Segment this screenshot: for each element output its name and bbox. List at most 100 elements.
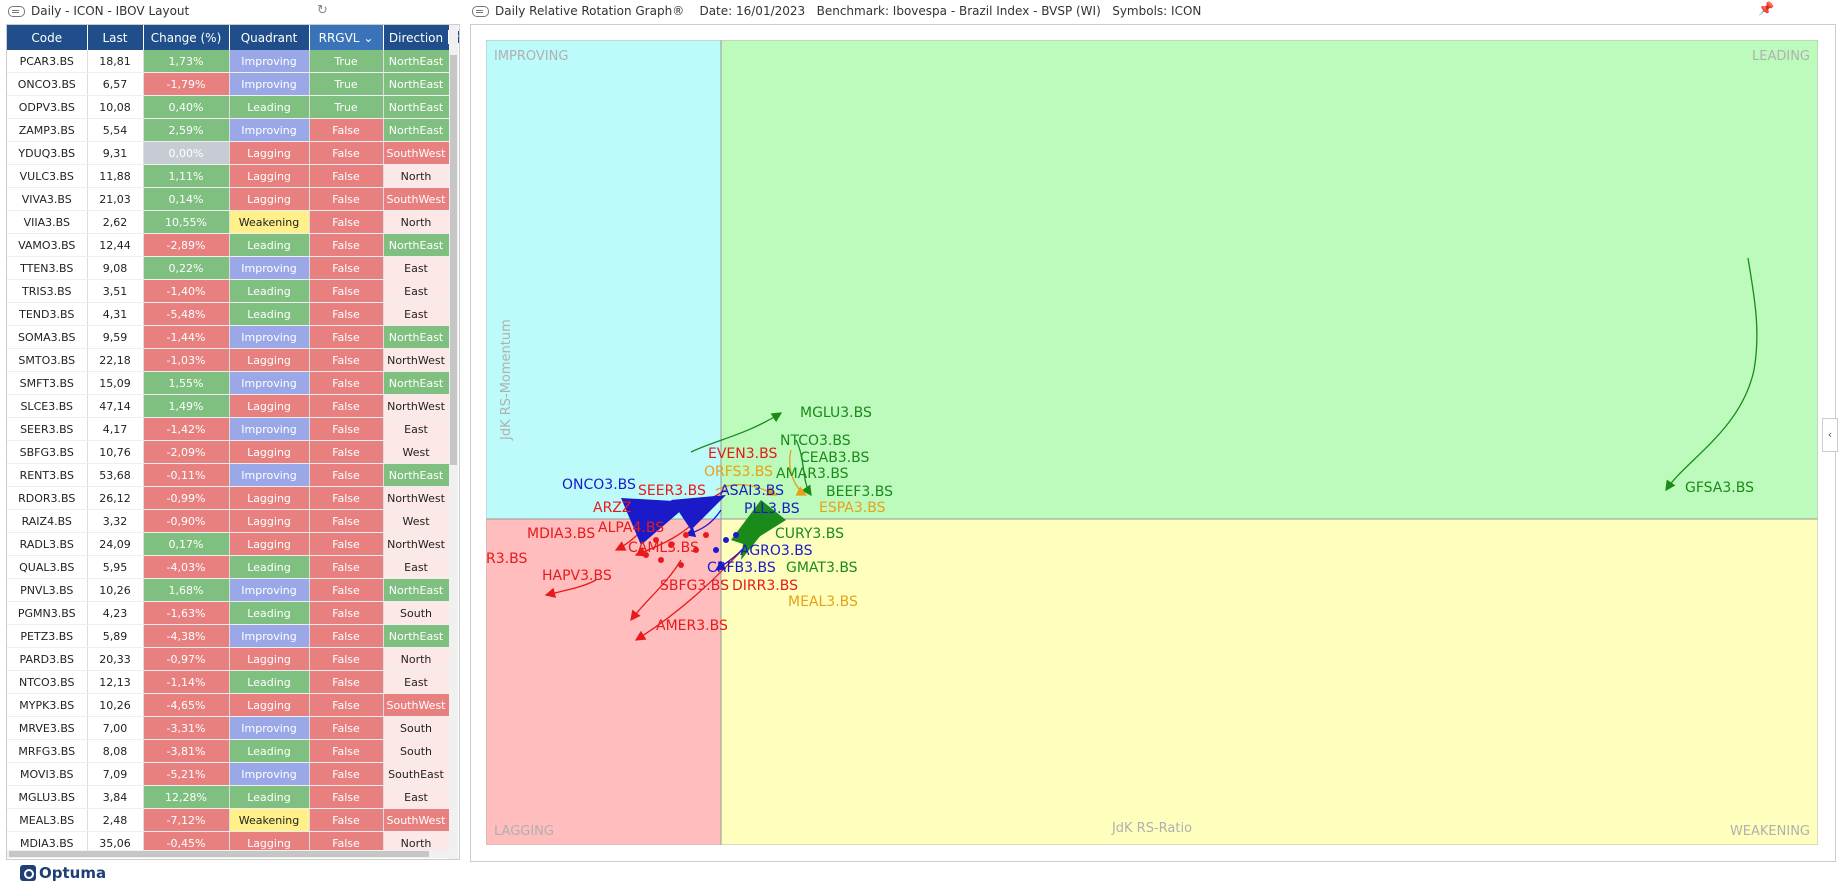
cell-direction: NorthWest	[383, 486, 450, 510]
symbol-label-ntco3[interactable]: NTCO3.BS	[780, 433, 851, 449]
table-row[interactable]: VIVA3.BS 21,03 0,14% Lagging False SouthWest	[7, 187, 450, 211]
cell-quadrant: Lagging	[229, 141, 310, 165]
cell-rrgvl: False	[309, 716, 384, 740]
table-row[interactable]: QUAL3.BS 5,95 -4,03% Leading False East	[7, 555, 450, 579]
table-row[interactable]: PNVL3.BS 10,26 1,68% Improving False NorthEas…	[7, 578, 450, 602]
symbol-label-amar3[interactable]: AMAR3.BS	[776, 466, 849, 482]
symbol-label-gmat3[interactable]: GMAT3.BS	[786, 560, 858, 576]
symbol-label-onco3[interactable]: ONCO3.BS	[562, 477, 636, 493]
cell-rrgvl: False	[309, 463, 384, 487]
right-panel-title: Daily Relative Rotation Graph® Date: 16/…	[495, 4, 1202, 18]
table-row[interactable]: RAIZ4.BS 3,32 -0,90% Lagging False West	[7, 509, 450, 533]
symbol-label-alpa4[interactable]: ALPA4.BS	[598, 520, 664, 536]
symbol-label-agro3[interactable]: AGRO3.BS	[740, 543, 813, 559]
table-row[interactable]: TEND3.BS 4,31 -5,48% Leading False East	[7, 302, 450, 326]
symbol-label-dirr3[interactable]: DIRR3.BS	[732, 578, 798, 594]
cell-last: 5,89	[87, 624, 144, 648]
symbol-label-hapv3[interactable]: HAPV3.BS	[542, 568, 612, 584]
col-header-direction[interactable]: Direction	[383, 25, 450, 50]
table-row[interactable]: SMTO3.BS 22,18 -1,03% Lagging False NorthWest	[7, 348, 450, 372]
table-row[interactable]: SBFG3.BS 10,76 -2,09% Lagging False West	[7, 440, 450, 464]
cluster-mark	[713, 547, 719, 553]
col-header-last[interactable]: Last	[87, 25, 144, 50]
cell-change: -1,14%	[143, 670, 230, 694]
symbol-label-arzz[interactable]: ARZZ	[593, 500, 632, 516]
horizontal-scroll-thumb[interactable]	[9, 851, 429, 857]
panel-menu-icon[interactable]	[8, 6, 25, 17]
symbol-label-amer3[interactable]: AMER3.BS	[656, 618, 728, 634]
table-row[interactable]: PETZ3.BS 5,89 -4,38% Improving False NorthEas…	[7, 624, 450, 648]
symbol-label-pll3[interactable]: PLL3.BS	[744, 501, 800, 517]
table-row[interactable]: RADL3.BS 24,09 0,17% Lagging False NorthWest	[7, 532, 450, 556]
symbol-label-espa3[interactable]: ESPA3.BS	[819, 500, 886, 516]
table-row[interactable]: NTCO3.BS 12,13 -1,14% Leading False East	[7, 670, 450, 694]
cluster-mark	[668, 542, 674, 548]
col-header-code[interactable]: Code	[7, 25, 88, 50]
table-row[interactable]: VULC3.BS 11,88 1,11% Lagging False North	[7, 164, 450, 188]
table-row[interactable]: PARD3.BS 20,33 -0,97% Lagging False North	[7, 647, 450, 671]
symbol-label-sbfg3[interactable]: SBFG3.BS	[660, 578, 729, 594]
rrg-chart[interactable]: IMPROVING LEADING LAGGING WEAKENING JdK …	[486, 40, 1818, 845]
cell-code: VULC3.BS	[7, 164, 88, 188]
symbol-label-orfs3[interactable]: ORFS3.BS	[704, 464, 773, 480]
table-row[interactable]: ODPV3.BS 10,08 0,40% Leading True NorthEast	[7, 95, 450, 119]
table-row[interactable]: MRVE3.BS 7,00 -3,31% Improving False South	[7, 716, 450, 740]
table-row[interactable]: MDIA3.BS 35,06 -0,45% Lagging False North	[7, 831, 450, 855]
table-row[interactable]: VAMO3.BS 12,44 -2,89% Leading False NorthEast	[7, 233, 450, 257]
cell-rrgvl: False	[309, 210, 384, 234]
table-row[interactable]: SEER3.BS 4,17 -1,42% Improving False East	[7, 417, 450, 441]
symbol-label-r3[interactable]: R3.BS	[486, 551, 527, 567]
table-row[interactable]: TTEN3.BS 9,08 0,22% Improving False East	[7, 256, 450, 280]
symbol-label-mdia3[interactable]: MDIA3.BS	[527, 526, 595, 542]
pin-icon[interactable]: 📌	[1758, 2, 1775, 17]
cell-quadrant: Leading	[229, 279, 310, 303]
symbol-label-crfb3[interactable]: CRFB3.BS	[707, 560, 776, 576]
table-row[interactable]: MYPK3.BS 10,26 -4,65% Lagging False SouthWest	[7, 693, 450, 717]
table-row[interactable]: MOVI3.BS 7,09 -5,21% Improving False SouthEas…	[7, 762, 450, 786]
col-header-change[interactable]: Change (%)	[143, 25, 230, 50]
symbol-label-beef3[interactable]: BEEF3.BS	[826, 484, 893, 500]
table-row[interactable]: YDUQ3.BS 9,31 0,00% Lagging False SouthWest	[7, 141, 450, 165]
symbol-label-even3[interactable]: EVEN3.BS	[708, 446, 777, 462]
cell-code: ONCO3.BS	[7, 72, 88, 96]
cell-code: TEND3.BS	[7, 302, 88, 326]
symbol-label-caml3[interactable]: CAML3.BS	[628, 540, 699, 556]
cell-direction: East	[383, 302, 450, 326]
refresh-icon[interactable]: ↻	[317, 3, 328, 18]
cell-direction: South	[383, 601, 450, 625]
table-row[interactable]: VIIA3.BS 2,62 10,55% Weakening False North	[7, 210, 450, 234]
symbol-label-cury3[interactable]: CURY3.BS	[775, 526, 844, 542]
vertical-scrollbar[interactable]	[449, 25, 458, 859]
symbol-label-mglu3[interactable]: MGLU3.BS	[800, 405, 872, 421]
table-row[interactable]: RDOR3.BS 26,12 -0,99% Lagging False NorthWest	[7, 486, 450, 510]
table-row[interactable]: TRIS3.BS 3,51 -1,40% Leading False East	[7, 279, 450, 303]
symbol-label-meal3[interactable]: MEAL3.BS	[788, 594, 858, 610]
cell-last: 3,32	[87, 509, 144, 533]
table-row[interactable]: SOMA3.BS 9,59 -1,44% Improving False NorthEas…	[7, 325, 450, 349]
chart-menu-icon[interactable]	[472, 6, 489, 17]
table-row[interactable]: RENT3.BS 53,68 -0,11% Improving False NorthEa…	[7, 463, 450, 487]
col-header-quadrant[interactable]: Quadrant	[229, 25, 310, 50]
table-row[interactable]: ONCO3.BS 6,57 -1,79% Improving True NorthEast	[7, 72, 450, 96]
symbol-label-gfsa3[interactable]: GFSA3.BS	[1685, 480, 1754, 496]
table-row[interactable]: SMFT3.BS 15,09 1,55% Improving False NorthEas…	[7, 371, 450, 395]
col-header-rrgvl[interactable]: RRGVL ⌄	[309, 25, 384, 50]
table-row[interactable]: MGLU3.BS 3,84 12,28% Leading False East	[7, 785, 450, 809]
horizontal-scrollbar[interactable]	[7, 850, 449, 858]
table-row[interactable]: PCAR3.BS 18,81 1,73% Improving True NorthEast	[7, 50, 450, 73]
table-row[interactable]: MEAL3.BS 2,48 -7,12% Weakening False SouthWes…	[7, 808, 450, 832]
symbol-label-ceab3[interactable]: CEAB3.BS	[800, 450, 870, 466]
table-row[interactable]: SLCE3.BS 47,14 1,49% Lagging False NorthWest	[7, 394, 450, 418]
vertical-scroll-thumb[interactable]	[450, 55, 457, 465]
symbol-label-asai3[interactable]: ASAI3.BS	[720, 483, 784, 499]
cell-change: 10,55%	[143, 210, 230, 234]
cell-change: 0,14%	[143, 187, 230, 211]
cell-rrgvl: False	[309, 164, 384, 188]
table-row[interactable]: MRFG3.BS 8,08 -3,81% Leading False South	[7, 739, 450, 763]
cell-change: 0,40%	[143, 95, 230, 119]
symbol-label-seer3[interactable]: SEER3.BS	[638, 483, 706, 499]
panel-collapse-handle[interactable]: ‹	[1822, 418, 1838, 452]
table-row[interactable]: PGMN3.BS 4,23 -1,63% Leading False South	[7, 601, 450, 625]
cell-direction: North	[383, 210, 450, 234]
table-row[interactable]: ZAMP3.BS 5,54 2,59% Improving False NorthEast	[7, 118, 450, 142]
